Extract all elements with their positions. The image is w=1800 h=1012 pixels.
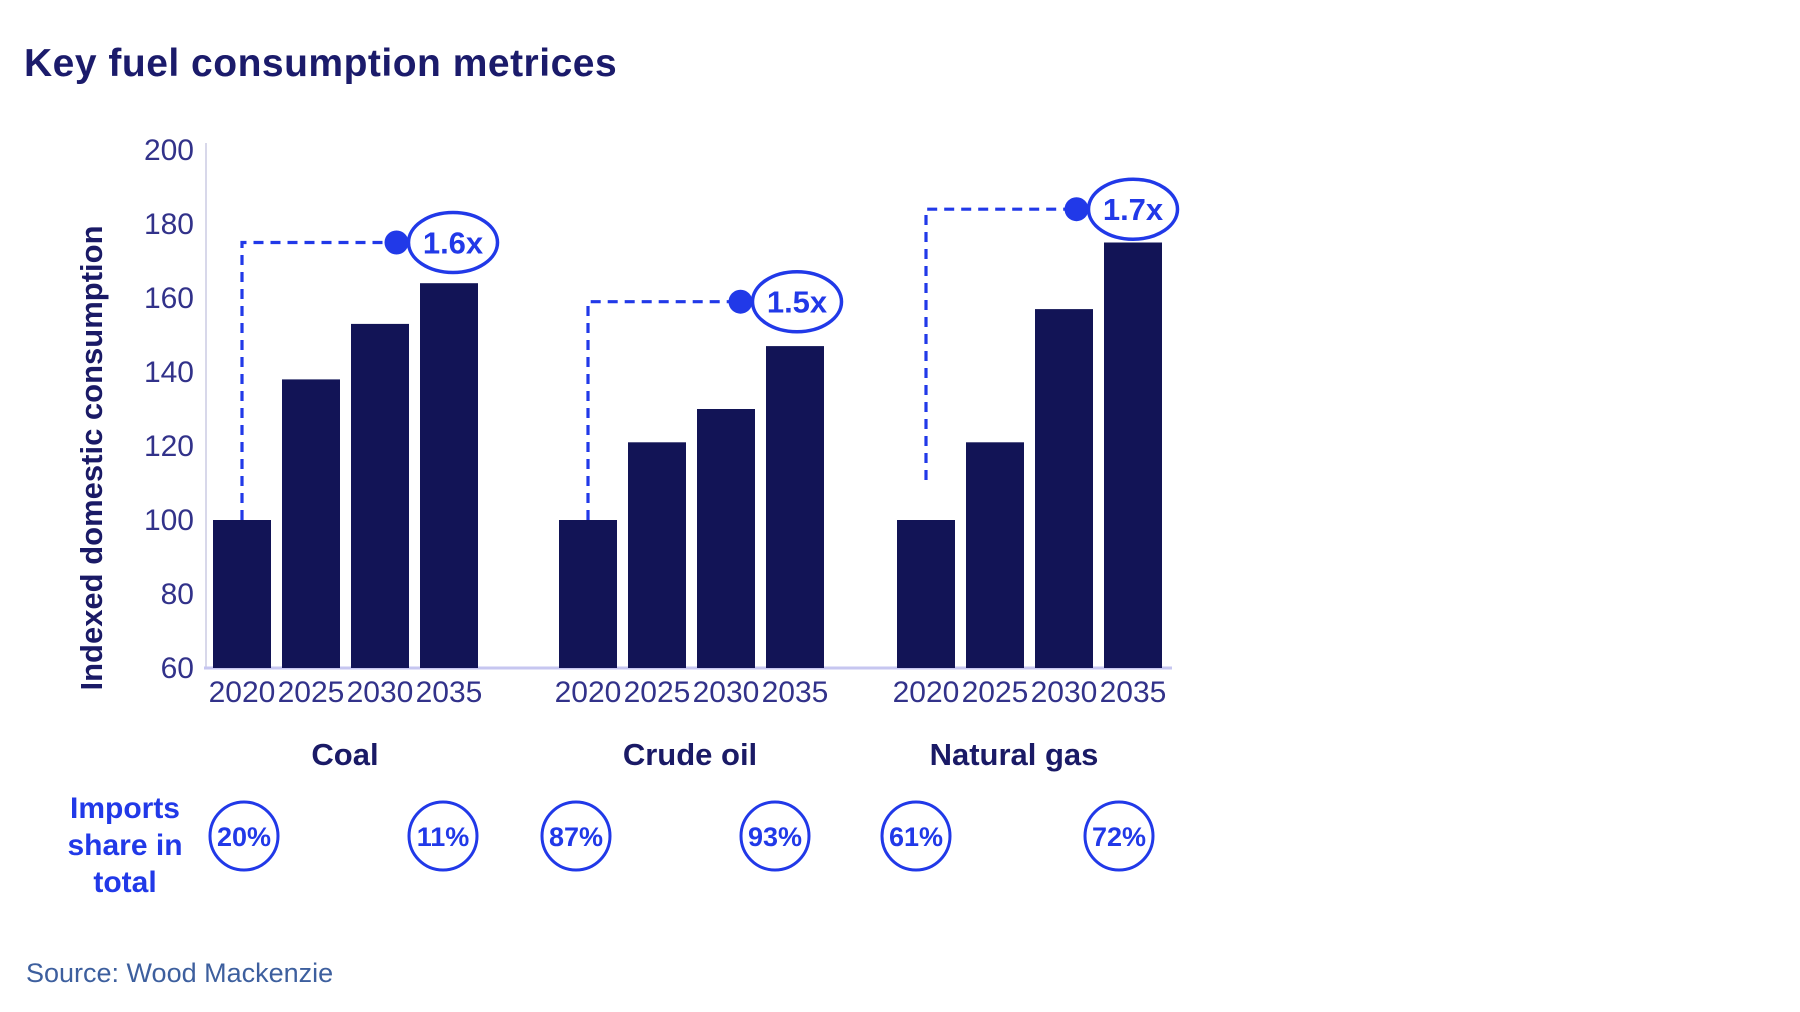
source-note: Source: Wood Mackenzie — [26, 958, 334, 988]
group-label: Coal — [311, 737, 378, 772]
x-tick-label: 2035 — [762, 676, 829, 709]
group-label: Natural gas — [930, 737, 1099, 772]
page-title: Key fuel consumption metrices — [24, 42, 618, 85]
x-tick-label: 2025 — [624, 676, 691, 709]
y-tick-label: 200 — [144, 134, 194, 167]
imports-share-circle — [880, 800, 952, 872]
multiplier-value: 1.7x — [1103, 192, 1164, 227]
x-tick-label: 2030 — [347, 676, 414, 709]
imports-share-circle — [407, 800, 479, 872]
multiplier-bubble — [750, 269, 844, 334]
imports-share-value: 72% — [1092, 822, 1146, 852]
bar-natural-gas-2025 — [966, 442, 1024, 668]
imports-row-label: total — [93, 866, 156, 899]
x-tick-label: 2030 — [693, 676, 760, 709]
imports-share-value: 61% — [889, 822, 943, 852]
bar-crude-oil-2030 — [697, 409, 755, 668]
bar-natural-gas-2030 — [1035, 309, 1093, 668]
imports-share-circle — [540, 800, 612, 872]
multiplier-bubble — [406, 210, 500, 275]
y-tick-label: 140 — [144, 356, 194, 389]
multiplier-dashed-line — [924, 207, 1077, 480]
bar-crude-oil-2035 — [766, 346, 824, 668]
multiplier-value: 1.6x — [423, 226, 484, 261]
multiplier-value: 1.5x — [767, 285, 828, 320]
multiplier-dot — [384, 230, 409, 255]
bar-coal-2035 — [420, 283, 478, 668]
y-tick-label: 80 — [161, 578, 194, 611]
y-tick-label: 160 — [144, 282, 194, 315]
imports-row-label: Imports — [70, 792, 180, 825]
x-tick-label: 2020 — [893, 676, 960, 709]
y-tick-label: 180 — [144, 208, 194, 241]
imports-share-value: 93% — [748, 822, 802, 852]
group-label: Crude oil — [623, 737, 757, 772]
bar-crude-oil-2025 — [628, 442, 686, 668]
x-tick-label: 2025 — [278, 676, 345, 709]
imports-share-circle — [739, 800, 811, 872]
y-axis-label: Indexed domestic consumption — [74, 225, 109, 690]
x-tick-label: 2030 — [1031, 676, 1098, 709]
bar-coal-2020 — [213, 520, 271, 668]
imports-share-value: 11% — [417, 822, 470, 852]
x-tick-label: 2020 — [209, 676, 276, 709]
y-tick-label: 60 — [161, 652, 194, 685]
imports-share-circle — [208, 800, 280, 872]
bar-natural-gas-2020 — [897, 520, 955, 668]
imports-row-label: share in — [67, 829, 182, 862]
x-tick-label: 2035 — [1100, 676, 1167, 709]
multiplier-dashed-line — [240, 240, 397, 520]
multiplier-dot — [1064, 197, 1089, 222]
imports-share-circle — [1083, 800, 1155, 872]
imports-share-value: 87% — [549, 822, 603, 852]
y-tick-label: 100 — [144, 504, 194, 537]
x-tick-label: 2025 — [962, 676, 1029, 709]
x-tick-label: 2035 — [416, 676, 483, 709]
bar-coal-2025 — [282, 379, 340, 668]
bar-coal-2030 — [351, 323, 409, 668]
multiplier-dashed-line — [586, 300, 741, 520]
x-tick-label: 2020 — [555, 676, 622, 709]
multiplier-bubble — [1086, 177, 1180, 241]
imports-share-value: 20% — [217, 822, 271, 852]
y-tick-label: 120 — [144, 430, 194, 463]
bar-natural-gas-2035 — [1104, 242, 1162, 668]
multiplier-dot — [728, 289, 753, 314]
bar-crude-oil-2020 — [559, 520, 617, 668]
